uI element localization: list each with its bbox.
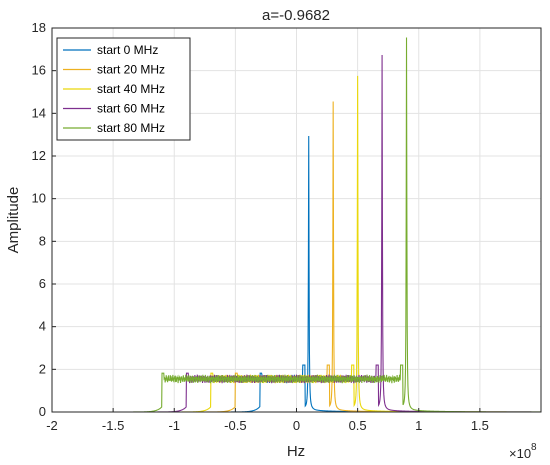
y-tick-label: 8 [39,233,46,248]
x-tick-label: -2 [46,418,58,433]
legend-entry: start 20 MHz [97,63,165,77]
y-axis-label: Amplitude [5,187,22,254]
legend-entry: start 40 MHz [97,82,165,96]
y-tick-label: 0 [39,404,46,419]
x-tick-label: -1 [168,418,180,433]
y-tick-label: 4 [39,319,46,334]
x-tick-label: 1 [415,418,422,433]
x-exponent-label: ×10 [509,446,531,461]
x-tick-label: 0.5 [349,418,367,433]
x-tick-label: -0.5 [224,418,246,433]
y-tick-label: 2 [39,361,46,376]
y-tick-label: 6 [39,276,46,291]
legend: start 0 MHz start 20 MHz start 40 MHz start… [56,37,191,141]
y-tick-label: 18 [32,20,46,35]
y-tick-label: 12 [32,148,46,163]
legend-entry: start 80 MHz [97,121,165,135]
legend-entry: start 0 MHz [97,43,158,57]
y-tick-label: 16 [32,63,46,78]
x-exponent-power: 8 [531,442,537,453]
x-tick-label: -1.5 [102,418,124,433]
x-tick-label: 1.5 [471,418,489,433]
x-tick-label: 0 [293,418,300,433]
chart-title: a=-0.9682 [262,7,330,24]
x-axis-label: Hz [287,443,305,460]
y-tick-label: 10 [32,191,46,206]
legend-entry: start 60 MHz [97,102,165,116]
axis-ticks: -2 -1.5 -1 -0.5 0 0.5 1 1.5 0 2 4 6 8 10 12 14 16 18 [32,20,489,433]
y-tick-label: 14 [32,105,46,120]
